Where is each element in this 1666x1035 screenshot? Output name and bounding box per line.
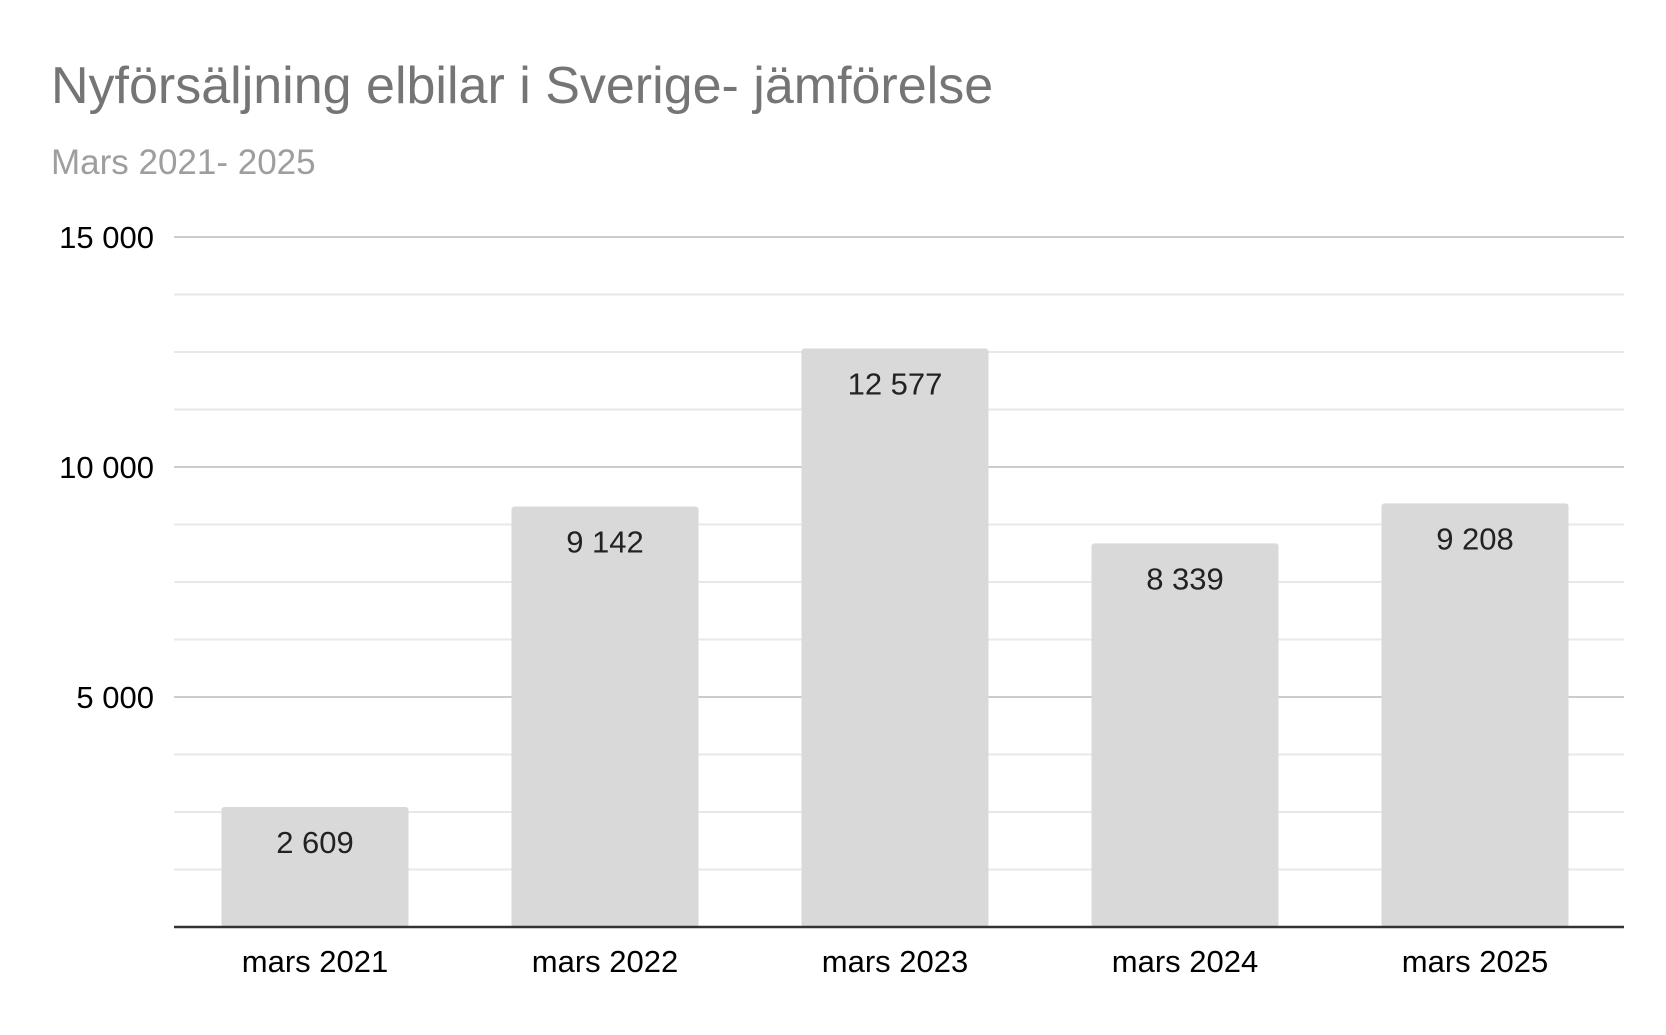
axes: 5 000 10 000 15 000 mars 2021 mars 2022 mars … bbox=[59, 220, 1624, 979]
chart-subtitle: Mars 2021- 2025 bbox=[51, 143, 316, 182]
data-label: 12 577 bbox=[848, 366, 943, 401]
y-tick-label: 15 000 bbox=[59, 220, 154, 255]
bar bbox=[221, 806, 409, 927]
x-tick-label: mars 2024 bbox=[1112, 944, 1258, 979]
bar bbox=[511, 506, 699, 927]
data-label: 9 142 bbox=[566, 524, 644, 559]
x-tick-label: mars 2025 bbox=[1402, 944, 1548, 979]
x-tick-label: mars 2021 bbox=[242, 944, 388, 979]
bar bbox=[1091, 543, 1279, 927]
y-tick-label: 5 000 bbox=[76, 680, 154, 715]
y-tick-label: 10 000 bbox=[59, 450, 154, 485]
data-labels: 2 609 9 142 12 577 8 339 9 208 bbox=[276, 366, 1514, 860]
x-tick-label: mars 2022 bbox=[532, 944, 678, 979]
x-tick-label: mars 2023 bbox=[822, 944, 968, 979]
bar bbox=[801, 348, 989, 927]
data-label: 9 208 bbox=[1436, 521, 1514, 556]
bars bbox=[221, 348, 1569, 927]
bar bbox=[1381, 503, 1569, 927]
chart-title: Nyförsäljning elbilar i Sverige- jämföre… bbox=[51, 57, 993, 115]
data-label: 8 339 bbox=[1146, 561, 1224, 596]
data-label: 2 609 bbox=[276, 825, 354, 860]
